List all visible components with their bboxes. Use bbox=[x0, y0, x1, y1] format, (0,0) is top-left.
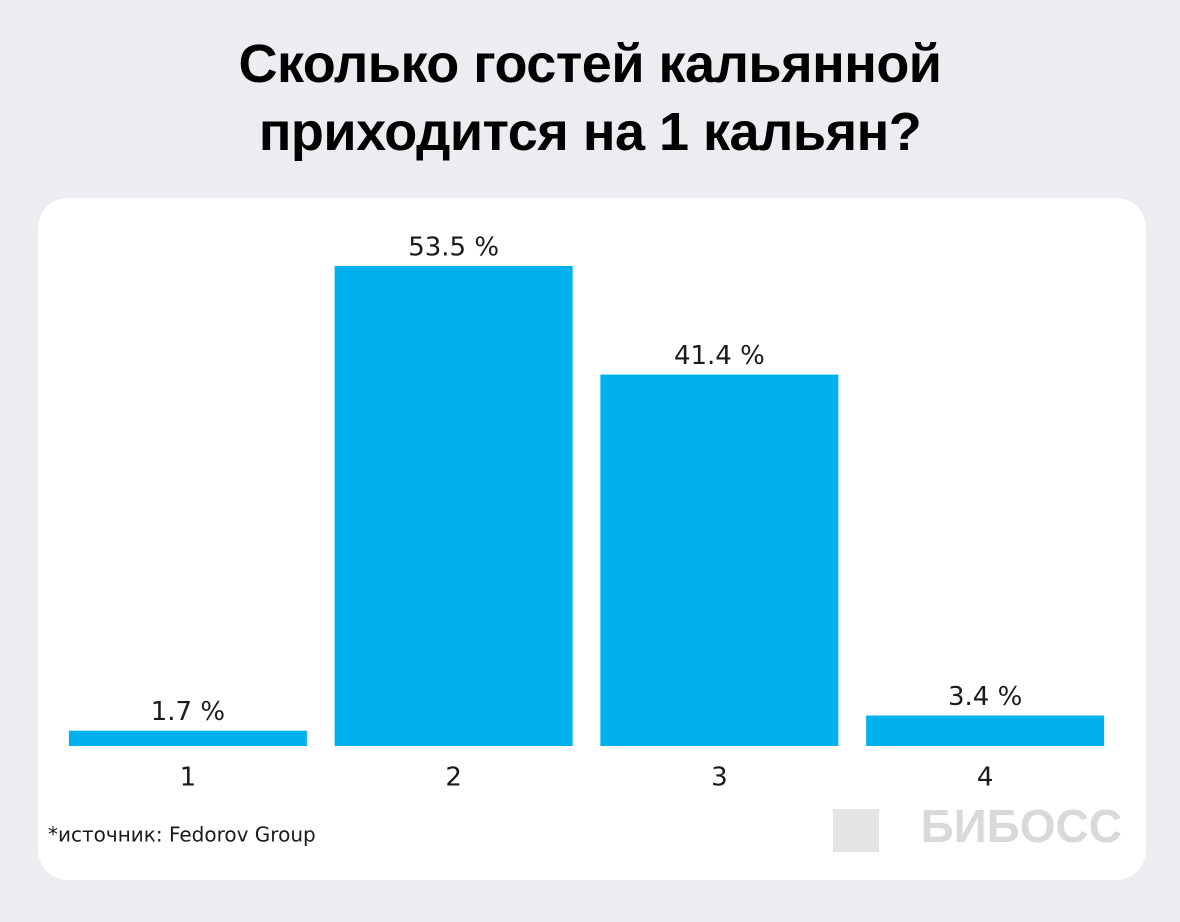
bar bbox=[866, 715, 1105, 746]
logo: БИБОСС bbox=[921, 800, 1122, 852]
value-label: 53.5 % bbox=[408, 233, 499, 263]
value-label: 1.7 % bbox=[151, 697, 225, 727]
bar bbox=[334, 266, 573, 746]
value-label: 41.4 % bbox=[674, 341, 765, 371]
bar bbox=[68, 730, 307, 746]
x-tick-label: 2 bbox=[445, 763, 462, 793]
x-tick-label: 3 bbox=[711, 763, 728, 793]
x-tick-label: 1 bbox=[180, 763, 197, 793]
x-tick-label: 4 bbox=[977, 763, 994, 793]
value-label: 3.4 % bbox=[948, 682, 1022, 712]
source-note: *источник: Fedorov Group bbox=[48, 823, 316, 847]
logo-icon bbox=[833, 809, 879, 852]
chart-title: Сколько гостей кальянной приходится на 1… bbox=[238, 34, 943, 162]
chart-card bbox=[38, 198, 1146, 880]
bar bbox=[600, 374, 839, 746]
